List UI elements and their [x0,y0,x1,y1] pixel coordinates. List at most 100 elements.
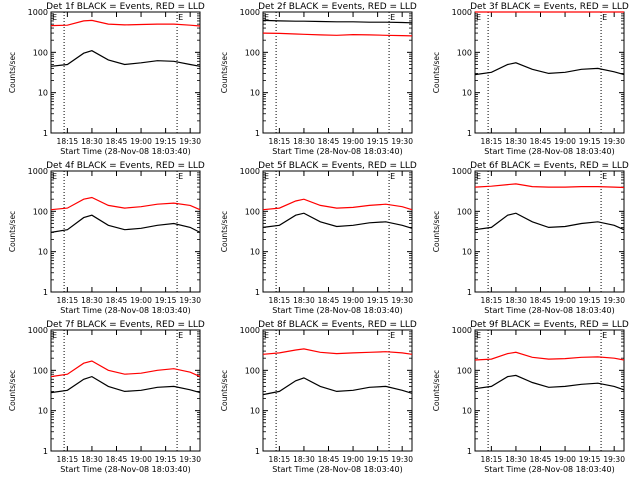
x-tick-label: 19:30 [179,137,201,146]
y-tick-label: 100 [33,48,48,57]
x-tick-label: 19:15 [367,455,389,464]
panel-title: Det 5f BLACK = Events, RED = LLD [258,161,417,171]
corner-marker-left: E [52,172,57,181]
y-axis-title: Counts/sec [432,211,441,252]
x-tick-label: 19:30 [391,137,413,146]
y-axis-title: Counts/sec [432,370,441,411]
corner-marker-left: E [264,172,269,181]
y-tick-label: 10 [250,248,260,257]
plot-frame [50,170,201,293]
corner-marker-right: E [390,331,395,340]
x-tick-label: 18:15 [57,137,79,146]
panel-title: Det 6f BLACK = Events, RED = LLD [470,161,629,171]
y-tick-label: 10 [38,407,48,416]
corner-marker-right: E [390,172,395,181]
y-axis-title: Counts/sec [220,370,229,411]
y-tick-label: 1000 [240,8,260,17]
y-axis-title: Counts/sec [8,52,17,93]
x-tick-label: 19:15 [579,137,601,146]
y-tick-label: 10 [462,89,472,98]
x-tick-label: 18:45 [530,296,552,305]
y-tick-label: 1000 [452,8,472,17]
x-axis-title: Start Time (28-Nov-08 18:03:40) [484,147,614,156]
series-line-lld [50,19,201,27]
series-line-events [50,214,201,233]
y-tick-label: 100 [457,207,472,216]
x-tick-label: 19:15 [367,137,389,146]
x-tick-label: 18:15 [269,296,291,305]
y-axis-title: Counts/sec [220,52,229,93]
plot-frame [474,329,625,452]
y-tick-label: 1000 [28,167,48,176]
y-axis-title: Counts/sec [8,370,17,411]
series-line-lld [474,183,625,189]
y-tick-label: 1 [255,129,260,138]
y-tick-label: 100 [457,48,472,57]
y-tick-label: 1 [467,288,472,297]
y-tick-label: 10 [250,89,260,98]
panel-title: Det 4f BLACK = Events, RED = LLD [46,161,205,171]
x-tick-label: 18:45 [530,455,552,464]
y-tick-label: 1000 [28,326,48,335]
chart-panel-2: Det 2f BLACK = Events, RED = LLD 1 10 100 10… [220,2,417,156]
series-line-lld [50,360,201,378]
y-tick-label: 100 [245,48,260,57]
plot-frame [474,11,625,134]
series-line-lld [262,198,413,211]
chart-panel-1: Det 1f BLACK = Events, RED = LLD 1 10 100 10… [8,2,205,156]
corner-marker-left: E [52,331,57,340]
x-axis-title: Start Time (28-Nov-08 18:03:40) [272,147,402,156]
series-line-events [50,375,201,394]
x-tick-label: 19:00 [342,137,364,146]
corner-marker-right: E [178,331,183,340]
x-axis-title: Start Time (28-Nov-08 18:03:40) [272,465,402,474]
panel-title: Det 1f BLACK = Events, RED = LLD [46,2,205,12]
y-tick-label: 100 [457,366,472,375]
x-tick-label: 19:00 [554,137,576,146]
x-tick-label: 19:00 [342,455,364,464]
x-tick-label: 18:30 [505,296,527,305]
y-tick-label: 1000 [28,8,48,17]
series-line-lld [50,196,201,211]
x-tick-label: 18:45 [106,455,128,464]
y-tick-label: 1 [43,129,48,138]
x-axis-title: Start Time (28-Nov-08 18:03:40) [60,465,190,474]
x-tick-label: 18:15 [57,296,79,305]
series-line-events [474,212,625,231]
y-tick-label: 1 [255,288,260,297]
x-axis-title: Start Time (28-Nov-08 18:03:40) [484,465,614,474]
panel-title: Det 2f BLACK = Events, RED = LLD [258,2,417,12]
corner-marker-right: E [602,331,607,340]
chart-panel-9: Det 9f BLACK = Events, RED = LLD 1 10 100 10… [432,320,629,474]
series-line-lld [262,32,413,37]
y-tick-label: 10 [250,407,260,416]
x-tick-label: 19:00 [130,455,152,464]
panel-title: Det 8f BLACK = Events, RED = LLD [258,320,417,330]
x-tick-label: 18:30 [81,137,103,146]
x-tick-label: 18:30 [81,296,103,305]
x-tick-label: 19:15 [155,137,177,146]
x-tick-label: 19:00 [342,296,364,305]
plot-frame [50,11,201,134]
corner-marker-left: E [476,172,481,181]
chart-panel-7: Det 7f BLACK = Events, RED = LLD 1 10 100 10… [8,320,205,474]
x-tick-label: 18:15 [57,455,79,464]
y-axis-title: Counts/sec [8,211,17,252]
y-tick-label: 10 [38,248,48,257]
y-tick-label: 10 [462,407,472,416]
x-tick-label: 18:15 [481,455,503,464]
x-tick-label: 18:15 [481,137,503,146]
y-tick-label: 1000 [240,326,260,335]
x-tick-label: 18:15 [269,455,291,464]
y-tick-label: 1 [467,447,472,456]
x-tick-label: 18:15 [269,137,291,146]
x-axis-title: Start Time (28-Nov-08 18:03:40) [484,306,614,315]
series-line-events [262,212,413,229]
x-tick-label: 18:45 [106,296,128,305]
y-tick-label: 100 [245,207,260,216]
panel-title: Det 7f BLACK = Events, RED = LLD [46,320,205,330]
corner-marker-right: E [390,13,395,22]
y-tick-label: 1 [43,447,48,456]
chart-panel-8: Det 8f BLACK = Events, RED = LLD 1 10 100 10… [220,320,417,474]
